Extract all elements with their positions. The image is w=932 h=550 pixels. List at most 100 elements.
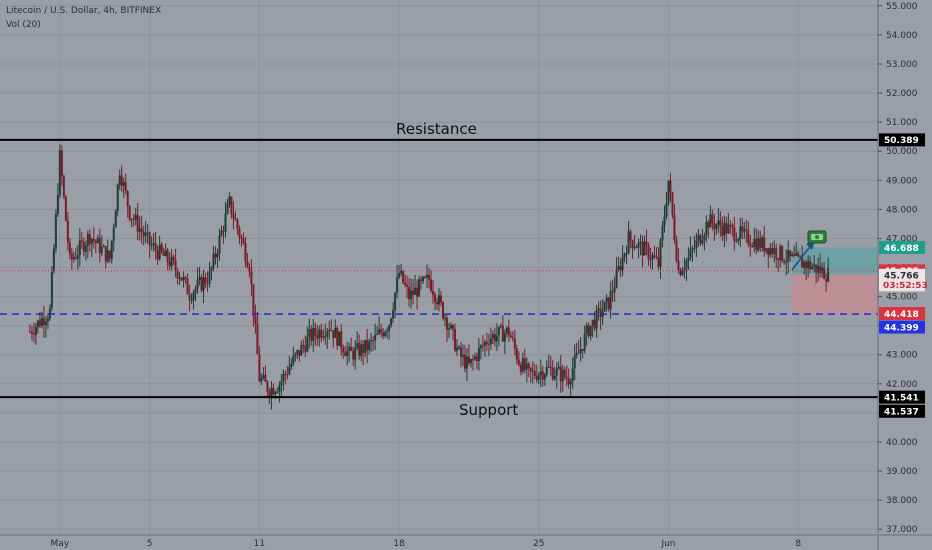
candle	[124, 173, 127, 195]
candle	[513, 329, 516, 356]
resistance-price-tag: 50.389	[879, 133, 925, 147]
candle	[541, 365, 544, 387]
candle	[569, 378, 572, 396]
candle	[84, 240, 87, 261]
candle	[635, 244, 638, 249]
candle	[74, 247, 77, 261]
candle	[507, 319, 510, 343]
candle	[477, 338, 480, 371]
trade-zones	[792, 247, 878, 314]
candle	[465, 348, 468, 382]
candle	[152, 233, 155, 252]
candle	[539, 359, 542, 388]
candle	[250, 259, 253, 296]
candle	[190, 293, 193, 304]
stop-loss-zone[interactable]	[792, 274, 878, 314]
candle	[426, 264, 429, 288]
y-tick-label: 43.000	[886, 351, 918, 361]
candle	[629, 229, 632, 249]
candle	[791, 251, 794, 257]
candle	[771, 242, 774, 258]
candle	[499, 323, 502, 329]
candle	[449, 322, 452, 331]
candle	[585, 322, 588, 346]
candle	[366, 329, 369, 363]
candle	[218, 228, 221, 261]
y-tick-label: 40.000	[886, 438, 918, 448]
candle	[589, 325, 592, 341]
candle	[671, 191, 674, 219]
candle	[130, 218, 133, 228]
candle	[817, 257, 820, 282]
candle	[104, 245, 107, 269]
candle	[823, 262, 826, 280]
candle	[455, 339, 458, 357]
candle	[681, 267, 684, 276]
candle	[326, 328, 329, 350]
time-axis: May 5 11 18 25 Jun 8	[51, 539, 802, 549]
candle	[368, 338, 371, 355]
candle	[469, 358, 472, 368]
candle	[232, 201, 235, 230]
candle	[78, 228, 81, 267]
candle	[92, 227, 95, 249]
candle	[627, 220, 630, 255]
svg-text:46.688: 46.688	[884, 244, 919, 254]
candle	[204, 272, 207, 288]
candle	[300, 340, 303, 356]
candle	[775, 243, 778, 268]
candle	[713, 213, 716, 242]
stop-loss-price-tag: 44.418	[879, 306, 925, 320]
candle	[324, 323, 327, 345]
candle	[649, 247, 652, 269]
candle	[661, 220, 664, 248]
candle	[172, 254, 175, 266]
candle	[344, 346, 347, 357]
candle	[599, 300, 602, 331]
candle	[609, 281, 612, 319]
candle	[230, 196, 233, 219]
x-tick-label: May	[51, 539, 70, 549]
candle	[316, 324, 319, 346]
candle	[665, 191, 668, 220]
candle	[475, 352, 478, 370]
x-tick-label: 11	[254, 539, 265, 549]
candle	[545, 360, 548, 378]
candle	[140, 215, 143, 244]
candle	[789, 249, 792, 263]
candle	[719, 211, 722, 237]
candle	[721, 216, 724, 241]
candle	[821, 262, 824, 278]
volume-indicator-label[interactable]: Vol (20)	[6, 20, 41, 30]
candle	[633, 234, 636, 251]
candle	[793, 245, 796, 258]
candle	[346, 341, 349, 366]
candle	[677, 248, 680, 274]
candle	[416, 279, 419, 310]
candle	[108, 250, 111, 263]
candle	[330, 319, 333, 332]
candle	[645, 229, 648, 256]
candle	[266, 380, 269, 396]
candle	[825, 273, 828, 292]
candle	[557, 361, 560, 370]
candle	[424, 275, 427, 279]
candle	[667, 180, 670, 206]
candle	[222, 225, 225, 244]
candle	[128, 205, 131, 222]
candle	[296, 349, 299, 359]
candle	[807, 255, 810, 278]
candle	[156, 245, 159, 266]
candle	[743, 222, 746, 239]
candle	[579, 336, 582, 362]
candle	[338, 331, 341, 346]
candle	[186, 273, 189, 295]
candle	[739, 217, 742, 248]
candle	[278, 381, 281, 403]
candle	[693, 235, 696, 253]
take-profit-zone[interactable]	[792, 247, 878, 275]
candle	[180, 277, 183, 282]
candle	[669, 172, 672, 202]
candle	[451, 323, 454, 340]
